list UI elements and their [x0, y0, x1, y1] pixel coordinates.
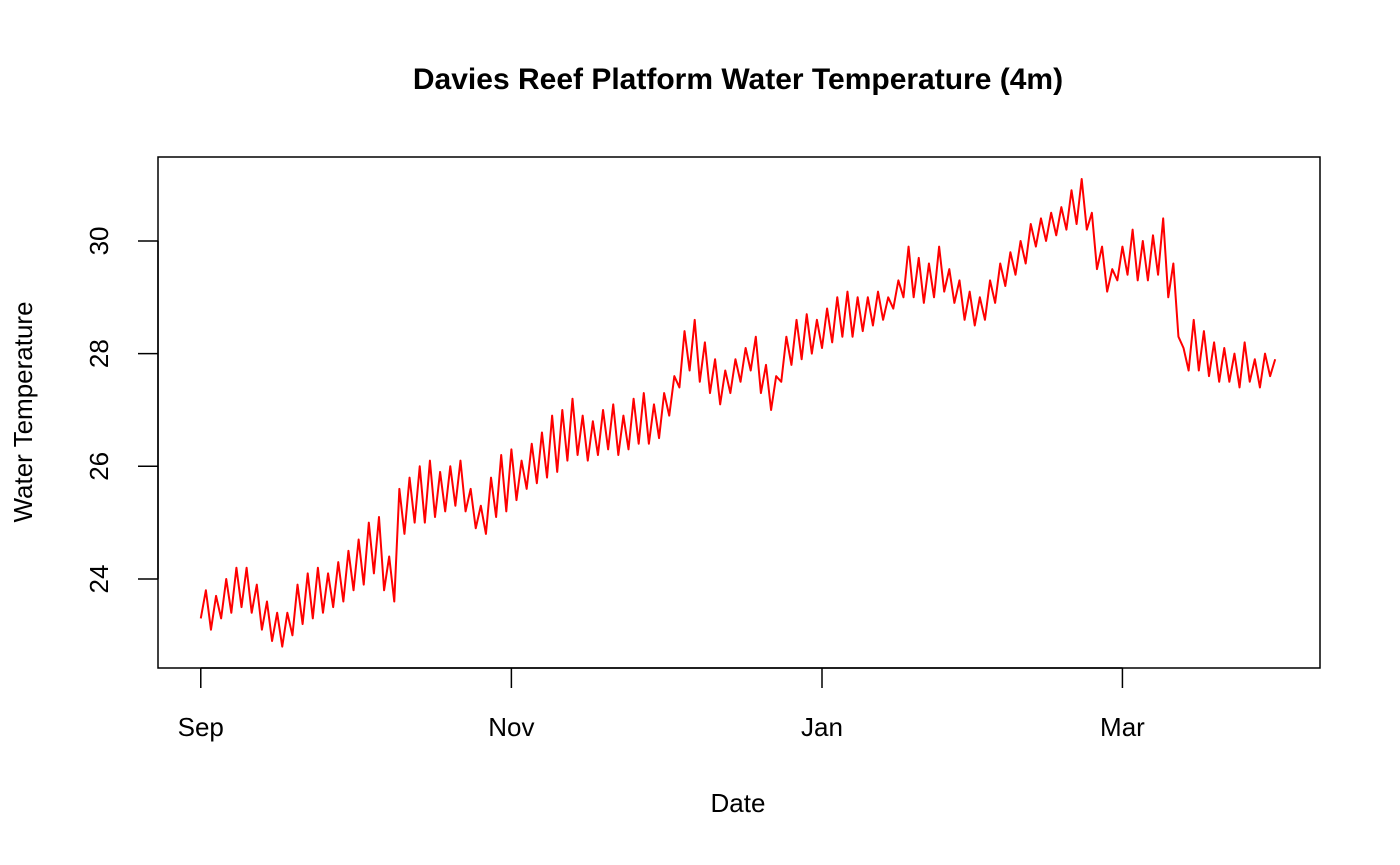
y-axis-label: Water Temperature — [8, 301, 38, 522]
x-axis-label: Date — [711, 788, 766, 818]
y-tick-label: 24 — [84, 565, 114, 594]
x-tick-label: Jan — [801, 712, 843, 742]
y-tick-label: 28 — [84, 339, 114, 368]
x-tick-label: Nov — [488, 712, 534, 742]
x-tick-label: Mar — [1100, 712, 1145, 742]
chart-title: Davies Reef Platform Water Temperature (… — [413, 63, 1063, 96]
y-tick-label: 30 — [84, 226, 114, 255]
data-line — [199, 177, 1277, 648]
y-tick-label: 26 — [84, 452, 114, 481]
plot-frame — [157, 156, 1321, 669]
x-tick-label: Sep — [178, 712, 224, 742]
